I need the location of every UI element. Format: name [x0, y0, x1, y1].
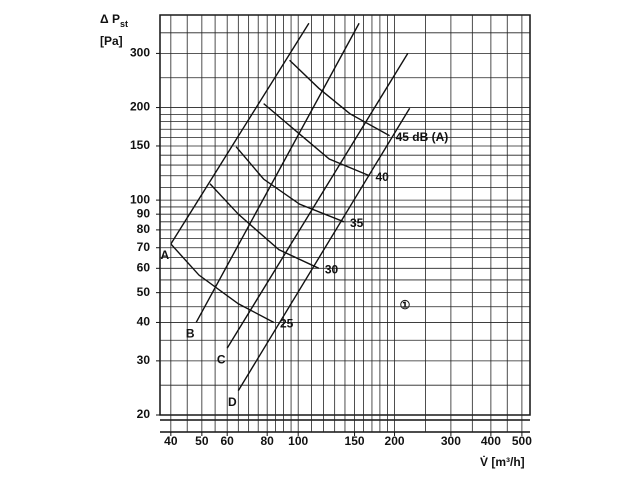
y-tick-label: 300	[130, 46, 150, 60]
y-tick-label: 50	[137, 285, 151, 299]
noise-curve	[235, 146, 345, 223]
x-tick-label: 60	[221, 434, 235, 448]
line-label: C	[217, 352, 226, 366]
x-tick-label: 500	[512, 434, 532, 448]
y-label-main: Δ P	[100, 12, 120, 26]
noise-label: 35	[350, 216, 364, 230]
noise-curve	[289, 59, 390, 137]
y-tick-label: 150	[130, 138, 150, 152]
line-label: A	[161, 248, 170, 262]
x-tick-label: 40	[164, 434, 178, 448]
x-tick-label: 50	[195, 434, 209, 448]
x-tick-label: 100	[288, 434, 308, 448]
y-label-sub: st	[120, 19, 128, 29]
y-tick-label: 30	[137, 353, 151, 367]
noise-label: 30	[325, 262, 339, 276]
annotation: ①	[400, 298, 411, 312]
line-label: D	[228, 395, 237, 409]
y-tick-label: 20	[137, 407, 151, 421]
x-axis-label: V̇ [m³/h]	[480, 454, 525, 469]
x-tick-label: 150	[345, 434, 365, 448]
noise-curve	[209, 183, 320, 269]
noise-label: 25	[280, 317, 294, 331]
y-axis-label: Δ Pst	[100, 12, 128, 29]
y-tick-label: 100	[130, 192, 150, 206]
y-axis-unit: [Pa]	[100, 34, 123, 48]
fan-line	[237, 107, 411, 392]
noise-label: 40	[375, 170, 389, 184]
y-tick-label: 40	[137, 315, 151, 329]
x-tick-label: 200	[385, 434, 405, 448]
x-tick-label: 80	[261, 434, 275, 448]
noise-curve	[263, 103, 370, 177]
fan-line	[226, 53, 409, 349]
y-tick-label: 200	[130, 100, 150, 114]
fan-line	[195, 22, 360, 323]
x-tick-label: 400	[481, 434, 501, 448]
fan-line	[170, 22, 310, 245]
line-label: B	[186, 327, 195, 341]
noise-label: 45 dB (A)	[396, 130, 449, 144]
x-tick-label: 300	[441, 434, 461, 448]
y-tick-label: 80	[137, 222, 151, 236]
y-tick-label: 70	[137, 240, 151, 254]
noise-curve	[170, 243, 275, 324]
y-tick-label: 90	[137, 206, 151, 220]
y-tick-label: 60	[137, 260, 151, 274]
